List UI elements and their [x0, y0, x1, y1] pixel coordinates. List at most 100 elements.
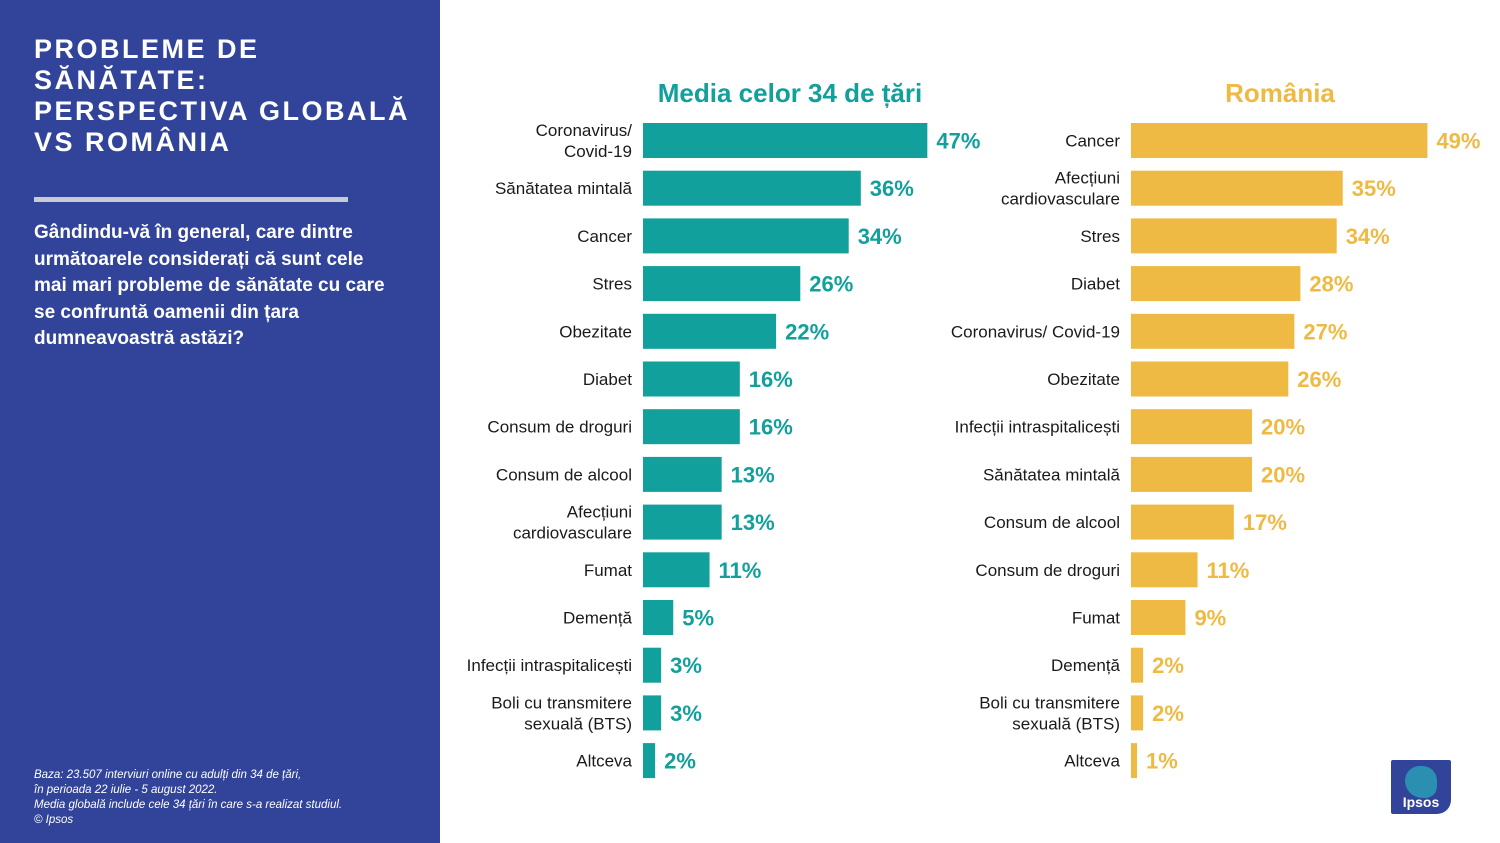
data-label-romania: 49%	[1436, 129, 1480, 154]
category-label-line: Altceva	[576, 752, 632, 771]
data-label-global: 47%	[936, 129, 980, 154]
data-label-global: 13%	[731, 510, 775, 535]
category-label-romania: Sănătatea mintală	[983, 465, 1121, 484]
category-label-line: Altceva	[1064, 752, 1120, 771]
bar-romania	[1131, 743, 1138, 779]
bar-global	[643, 170, 861, 206]
footnote-line: © Ipsos	[34, 814, 74, 826]
data-label-global: 34%	[858, 224, 902, 249]
data-label-global: 13%	[731, 462, 775, 487]
category-label-global: Fumat	[584, 561, 632, 580]
category-label-line: cardiovasculare	[1001, 190, 1120, 209]
data-label-global: 22%	[785, 319, 829, 344]
category-label-line: Demență	[563, 609, 633, 628]
category-label-line: Sănătatea mintală	[495, 179, 633, 198]
category-label-line: Diabet	[1071, 275, 1120, 294]
category-label-line: sexuală (BTS)	[1012, 714, 1120, 733]
category-label-line: Coronavirus/	[536, 121, 633, 140]
data-label-romania: 26%	[1297, 367, 1341, 392]
footnote: Baza: 23.507 interviuri online cu adulți…	[34, 768, 414, 828]
category-label-line: Consum de droguri	[975, 561, 1120, 580]
bar-global	[643, 695, 662, 731]
category-label-global: Altceva	[576, 752, 632, 771]
survey-question: Gândindu-vă în general, care dintre urmă…	[34, 222, 385, 349]
chart-global: 47% Coronavirus/Covid-19 36% Sănătatea mint…	[467, 121, 980, 779]
data-label-global: 2%	[664, 749, 696, 774]
data-label-romania: 27%	[1303, 319, 1347, 344]
bar-global	[643, 647, 662, 683]
data-label-romania: 20%	[1261, 462, 1305, 487]
category-label-line: sexuală (BTS)	[524, 714, 632, 733]
category-label-global: Demență	[563, 609, 633, 628]
category-label-line: Cancer	[577, 227, 632, 246]
category-label-line: Obezitate	[559, 322, 632, 341]
data-label-romania: 35%	[1352, 176, 1396, 201]
category-label-line: Fumat	[584, 561, 632, 580]
data-label-global: 16%	[749, 415, 793, 440]
bar-romania	[1131, 695, 1144, 731]
category-label-line: Boli cu transmitere	[979, 693, 1120, 712]
category-label-line: Stres	[1080, 227, 1120, 246]
category-label-line: Demență	[1051, 656, 1121, 675]
bar-romania	[1131, 266, 1301, 302]
left-panel: PROBLEME DE SĂNĂTATE: PERSPECTIVA GLOBAL…	[0, 0, 440, 843]
category-label-global: Coronavirus/Covid-19	[536, 121, 633, 161]
logo-head-icon	[1405, 766, 1437, 798]
category-label-global: Afecțiuni cardiovasculare	[513, 503, 632, 543]
bar-romania	[1131, 361, 1289, 397]
category-label-line: Obezitate	[1047, 370, 1120, 389]
data-label-global: 11%	[719, 558, 762, 583]
data-label-global: 3%	[670, 701, 702, 726]
category-label-global: Infecții intraspitalicești	[467, 656, 632, 675]
category-label-line: Afecțiuni	[1055, 169, 1120, 188]
data-label-romania: 2%	[1152, 653, 1184, 678]
category-label-global: Cancer	[577, 227, 632, 246]
category-label-line: Consum de droguri	[487, 418, 632, 437]
category-label-romania: Diabet	[1071, 275, 1120, 294]
logo-text: Ipsos	[1402, 794, 1440, 810]
bar-global	[643, 218, 849, 254]
footnote-line: în perioada 22 iulie - 5 august 2022.	[34, 784, 218, 796]
bar-global	[643, 456, 722, 492]
category-label-global: Obezitate	[559, 322, 632, 341]
category-label-line: Covid-19	[564, 142, 632, 161]
category-label-global: Consum de alcool	[496, 465, 632, 484]
bar-romania	[1131, 313, 1295, 349]
category-label-line: Infecții intraspitalicești	[467, 656, 632, 675]
footnote-line: Baza: 23.507 interviuri online cu adulți…	[34, 769, 302, 781]
bar-global	[643, 743, 656, 779]
category-label-line: Sănătatea mintală	[983, 465, 1121, 484]
bar-global	[643, 313, 777, 349]
bar-romania	[1131, 552, 1198, 588]
footnote-line: Media globală include cele 34 țări în ca…	[34, 799, 343, 811]
category-label-line: cardiovasculare	[513, 524, 632, 543]
category-label-line: Cancer	[1065, 132, 1120, 151]
category-label-line: Stres	[592, 275, 632, 294]
ipsos-logo: Ipsos	[1391, 760, 1451, 814]
data-label-romania: 2%	[1152, 701, 1184, 726]
data-label-romania: 9%	[1194, 606, 1226, 631]
bar-romania	[1131, 409, 1252, 445]
data-label-romania: 34%	[1346, 224, 1390, 249]
category-label-global: Stres	[592, 275, 632, 294]
category-label-line: Consum de alcool	[984, 513, 1120, 532]
bar-global	[643, 600, 674, 635]
data-label-romania: 17%	[1243, 510, 1287, 535]
bar-global	[643, 409, 740, 445]
bar-global	[643, 361, 740, 397]
bar-global	[643, 504, 722, 540]
bar-global	[643, 266, 801, 302]
category-label-romania: Fumat	[1072, 609, 1120, 628]
category-label-global: Boli cu transmitere sexuală (BTS)	[491, 693, 632, 733]
data-label-global: 26%	[809, 272, 853, 297]
category-label-romania: Obezitate	[1047, 370, 1120, 389]
bar-global	[643, 552, 710, 588]
bar-global	[643, 123, 928, 158]
bar-romania	[1131, 170, 1343, 206]
bar-romania	[1131, 456, 1252, 492]
category-label-romania: Consum de alcool	[984, 513, 1120, 532]
data-label-romania: 1%	[1146, 749, 1178, 774]
data-label-romania: 28%	[1309, 272, 1353, 297]
slide-title: PROBLEME DE SĂNĂTATE: PERSPECTIVA GLOBAL…	[34, 34, 411, 157]
bar-romania	[1131, 123, 1428, 158]
